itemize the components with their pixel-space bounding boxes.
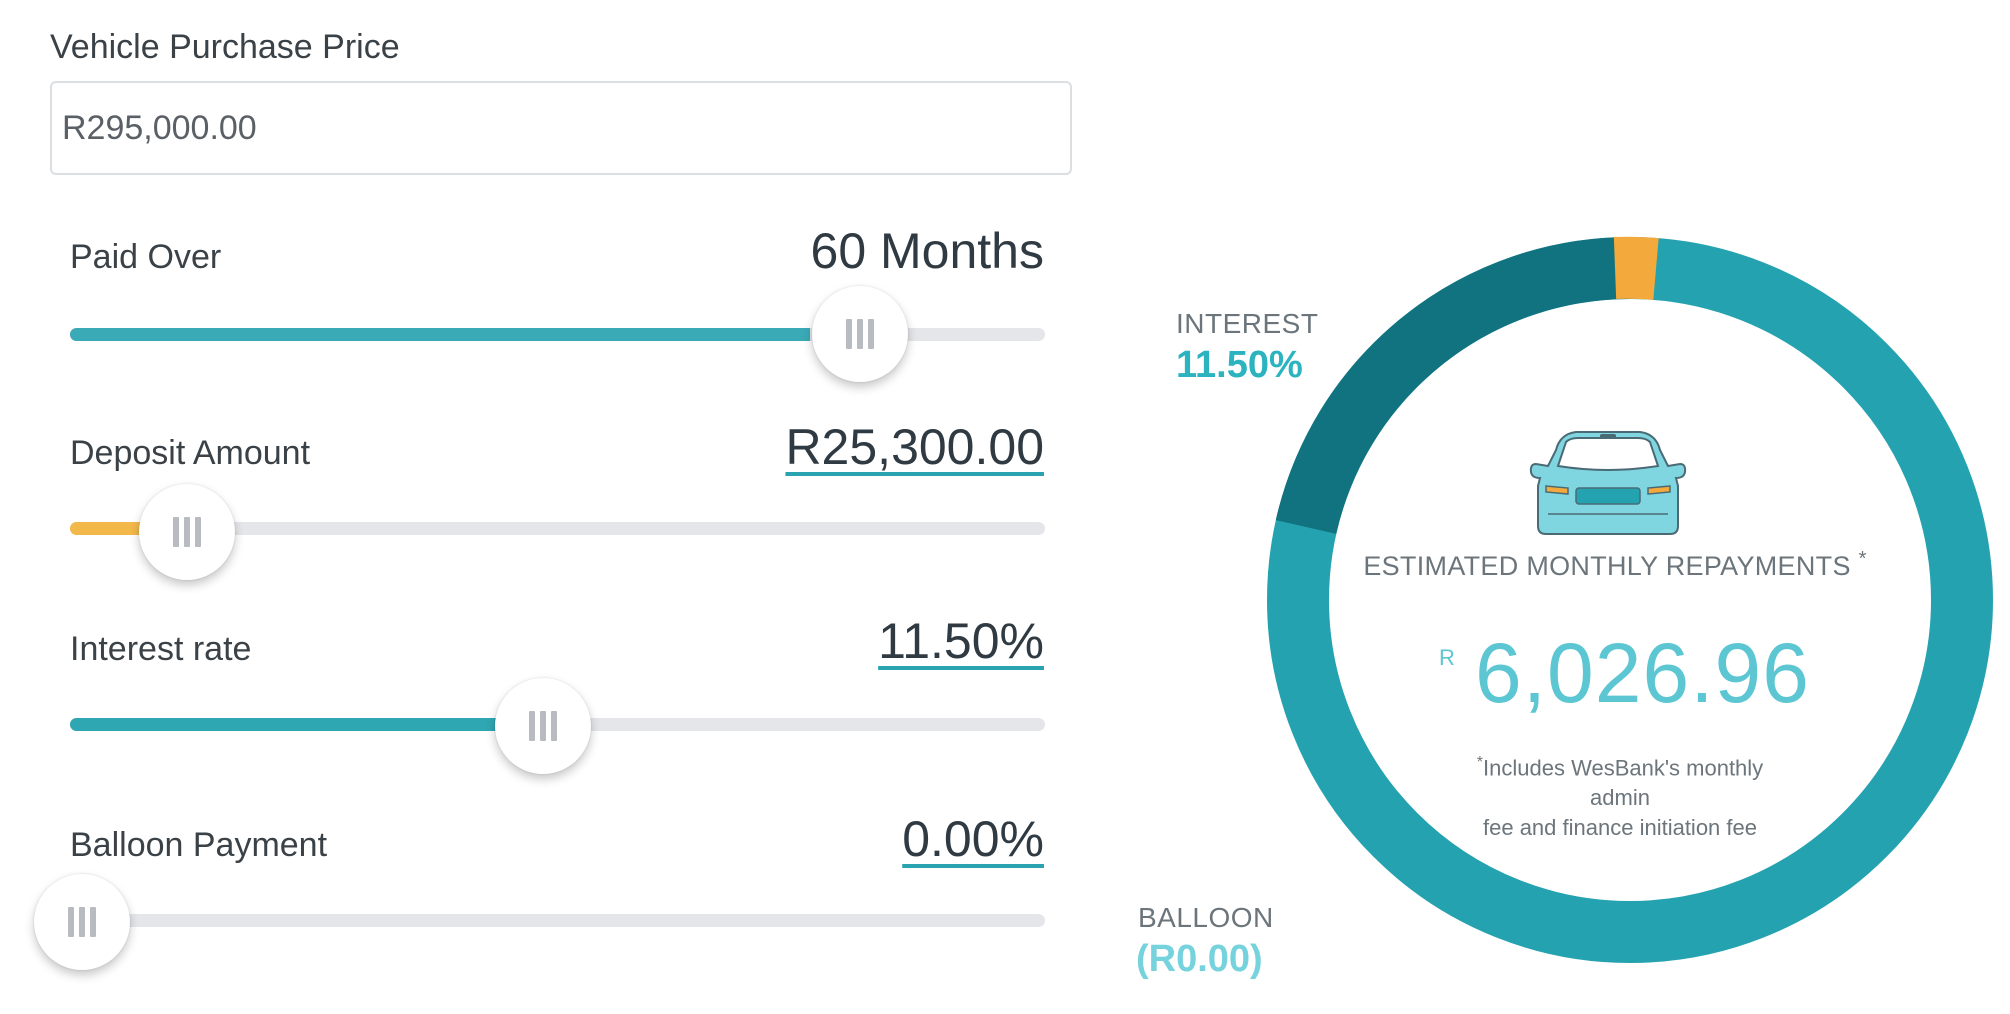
interest-rate-value[interactable]: 11.50%: [878, 613, 1044, 669]
repayments-title: ESTIMATED MONTHLY REPAYMENTS *: [1335, 548, 1895, 582]
interest-rate-fill: [70, 718, 500, 731]
balloon-payment-label: Balloon Payment: [70, 826, 328, 864]
fee-note-line-2: admin: [1590, 785, 1650, 811]
repayments-title-mark: *: [1858, 548, 1867, 570]
deposit-amount-label: Deposit Amount: [70, 434, 311, 472]
grip-icon: [846, 319, 852, 349]
paid-over-value: 60 Months: [810, 223, 1044, 279]
interest-rate-label: Interest rate: [70, 630, 252, 668]
balloon-legend-value: (R0.00): [1136, 938, 1263, 980]
grip-icon: [551, 711, 557, 741]
grip-icon: [540, 711, 546, 741]
paid-over-slider[interactable]: [70, 328, 1045, 341]
grip-icon: [529, 711, 535, 741]
fee-note-line-1: Includes WesBank's monthly: [1483, 755, 1764, 781]
deposit-amount-slider-handle[interactable]: [139, 484, 235, 580]
grip-icon: [868, 319, 874, 349]
grip-icon: [173, 517, 179, 547]
paid-over-label: Paid Over: [70, 238, 222, 276]
grip-icon: [68, 907, 74, 937]
currency-symbol: R: [1439, 645, 1455, 670]
balloon-payment-value[interactable]: 0.00%: [902, 811, 1044, 867]
fee-note-mark: *: [1476, 754, 1484, 771]
fee-note-line-3: fee and finance initiation fee: [1483, 815, 1757, 841]
fee-note-line: *Includes WesBank's monthly: [1400, 748, 1840, 783]
grip-icon: [90, 907, 96, 937]
grip-icon: [184, 517, 190, 547]
balloon-payment-slider-handle[interactable]: [34, 874, 130, 970]
grip-icon: [79, 907, 85, 937]
deposit-amount-fill: [70, 522, 150, 535]
monthly-repayment-amount: 6,026.96: [1475, 626, 1810, 720]
deposit-amount-slider[interactable]: [70, 522, 1045, 535]
purchase-price-label: Vehicle Purchase Price: [50, 28, 400, 66]
repayments-title-text: ESTIMATED MONTHLY REPAYMENTS: [1363, 551, 1851, 581]
car-icon: [1529, 431, 1687, 535]
interest-legend-label: INTEREST: [1176, 308, 1319, 339]
paid-over-fill: [70, 328, 810, 341]
repayment-donut-chart: [1267, 236, 1993, 963]
grip-icon: [857, 319, 863, 349]
interest-rate-slider-handle[interactable]: [495, 678, 591, 774]
deposit-amount-value[interactable]: R25,300.00: [785, 419, 1044, 475]
purchase-price-input[interactable]: [50, 81, 1072, 175]
donut-fee-segment: [1613, 236, 1659, 300]
fee-note: *Includes WesBank's monthly admin fee an…: [1400, 748, 1840, 843]
donut-interest-segment: [1275, 237, 1631, 535]
balloon-payment-slider[interactable]: [70, 914, 1045, 927]
grip-icon: [195, 517, 201, 547]
paid-over-slider-handle[interactable]: [812, 286, 908, 382]
interest-legend-value: 11.50%: [1176, 344, 1303, 386]
balloon-legend-label: BALLOON: [1138, 902, 1274, 933]
